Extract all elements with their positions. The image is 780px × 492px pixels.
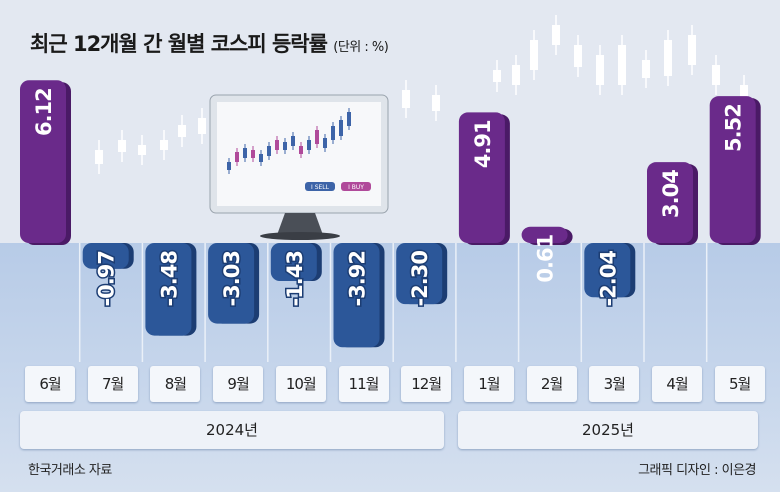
month-label: 2월 [526, 366, 577, 402]
bar-11월 [333, 243, 380, 348]
bar-value-label: -3.92 [346, 251, 370, 307]
bar-7월 [82, 243, 129, 269]
month-label: 7월 [87, 366, 138, 402]
sell-button-label: I SELL [311, 184, 330, 191]
bar-8월 [145, 243, 192, 336]
credit: 그래픽 디자인 : 이은경 [638, 463, 756, 478]
bar-value-label: 5.52 [722, 104, 746, 152]
bar-12월 [396, 243, 443, 305]
bar-3월 [584, 243, 631, 298]
month-label: 9월 [213, 366, 264, 402]
month-label: 4월 [652, 366, 702, 402]
candlestick-background [95, 15, 748, 174]
year-2024: 2024년 [20, 411, 444, 449]
monitor-illustration: I SELL I BUY [209, 94, 389, 240]
bar-value-label: 3.04 [659, 170, 683, 218]
bar-10월 [270, 243, 317, 282]
chart-title: 최근 12개월 간 월별 코스피 등락률 (단위 : %) [30, 28, 389, 58]
bar-6월 [20, 80, 66, 243]
bar-value-label: 4.91 [471, 120, 495, 168]
bar-value-label: -3.48 [157, 251, 181, 307]
title-text: 최근 12개월 간 월별 코스피 등락률 [30, 32, 328, 56]
bar-1월 [458, 112, 505, 243]
month-label: 10월 [275, 366, 326, 402]
month-label: 11월 [338, 366, 389, 402]
bar-9월 [208, 243, 255, 324]
buy-button-label: I BUY [348, 184, 364, 191]
bar-value-label: -2.30 [408, 251, 432, 307]
bar-value-label: 6.12 [32, 88, 56, 136]
bar-4월 [647, 162, 693, 243]
month-label: 1월 [463, 366, 514, 402]
bar-5월 [709, 96, 756, 243]
month-label: 3월 [589, 366, 640, 402]
bars: 6.12 -0.97 -3.48 -3.03 -1.43 -3.92 -2.30 4.91 0.… [20, 80, 761, 348]
month-label: 6월 [25, 366, 75, 402]
bar-value-label: -0.97 [95, 251, 119, 307]
bar-value-label: -3.03 [220, 251, 244, 307]
bar-value-label: -2.04 [596, 251, 620, 307]
month-label: 12월 [401, 366, 452, 402]
bar-value-label: 0.61 [534, 234, 558, 282]
bar-2월 [521, 226, 568, 243]
source: 한국거래소 자료 [28, 463, 112, 478]
month-label: 8월 [150, 366, 201, 402]
bar-value-label: -1.43 [283, 251, 307, 307]
year-2025: 2025년 [458, 411, 758, 449]
unit-label: (단위 : %) [333, 40, 389, 55]
month-label: 5월 [714, 366, 765, 402]
